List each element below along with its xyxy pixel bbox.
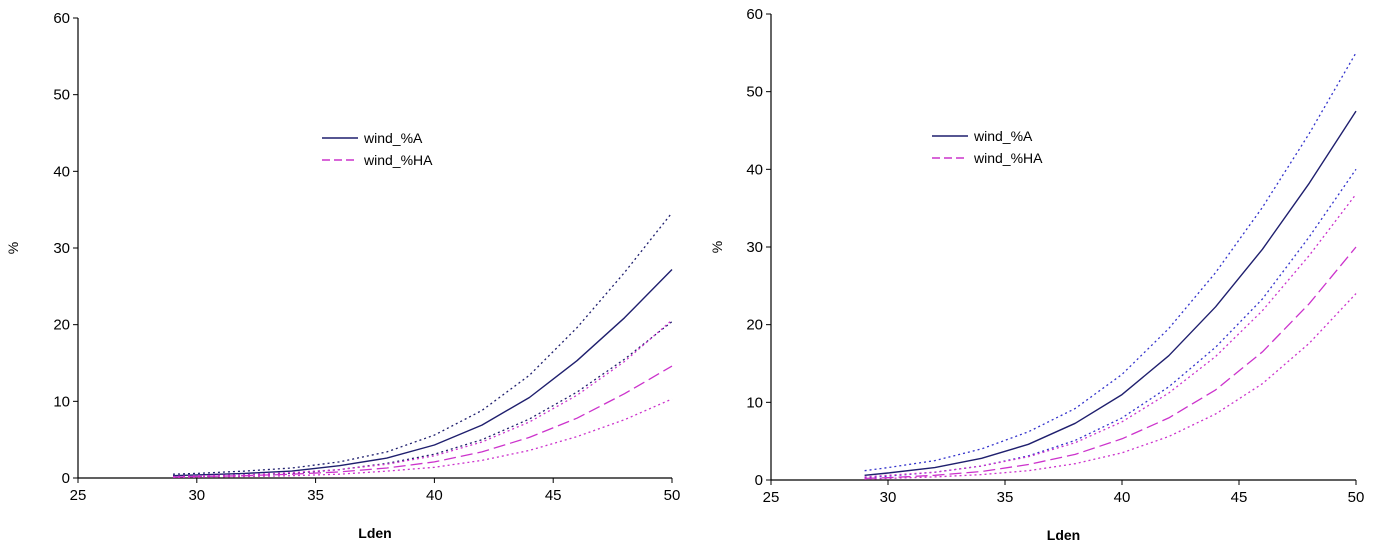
y-axis-title: % bbox=[5, 242, 21, 254]
y-tick-label: 40 bbox=[746, 161, 763, 178]
y-tick-label: 30 bbox=[746, 239, 763, 256]
series-line-dotted-bound bbox=[172, 319, 673, 478]
y-axis-title: % bbox=[709, 241, 725, 253]
x-tick-label: 45 bbox=[545, 487, 562, 504]
x-tick-label: 45 bbox=[1231, 489, 1248, 506]
series-line-dotted-bound bbox=[864, 293, 1357, 480]
legend-label: wind_%A bbox=[363, 130, 423, 146]
legend-label: wind_%A bbox=[973, 128, 1033, 144]
y-tick-label: 10 bbox=[746, 394, 763, 411]
y-tick-label: 10 bbox=[53, 393, 70, 410]
y-tick-label: 50 bbox=[746, 84, 763, 101]
y-tick-label: 60 bbox=[53, 10, 70, 27]
series-line-dotted-bound bbox=[173, 398, 673, 478]
series-line-dotted-bound bbox=[864, 168, 1357, 479]
series-line-wind-a bbox=[864, 110, 1357, 476]
y-tick-label: 20 bbox=[746, 317, 763, 334]
y-tick-label: 40 bbox=[53, 163, 70, 180]
series-line-dotted-bound bbox=[172, 321, 673, 478]
x-tick-label: 30 bbox=[188, 487, 205, 504]
series-line-wind-ha bbox=[864, 246, 1357, 480]
x-tick-label: 40 bbox=[1114, 489, 1131, 506]
legend-label: wind_%HA bbox=[363, 152, 433, 168]
x-tick-label: 30 bbox=[880, 489, 897, 506]
y-tick-label: 50 bbox=[53, 87, 70, 104]
x-tick-label: 25 bbox=[763, 489, 780, 506]
series-line-dotted-bound bbox=[864, 52, 1357, 472]
legend-label: wind_%HA bbox=[973, 150, 1043, 166]
x-tick-label: 25 bbox=[70, 487, 87, 504]
x-tick-label: 50 bbox=[664, 487, 681, 504]
series-line-dotted-bound bbox=[172, 212, 673, 475]
series-line-wind-a bbox=[172, 269, 673, 477]
y-tick-label: 60 bbox=[746, 6, 763, 23]
series-line-wind-ha bbox=[172, 365, 673, 478]
x-tick-label: 35 bbox=[307, 487, 324, 504]
y-tick-label: 30 bbox=[53, 240, 70, 257]
y-tick-label: 0 bbox=[755, 472, 763, 489]
x-tick-label: 40 bbox=[426, 487, 443, 504]
x-axis-title: Lden bbox=[1047, 527, 1080, 543]
y-tick-label: 0 bbox=[62, 470, 70, 487]
series-line-dotted-bound bbox=[864, 193, 1357, 478]
x-tick-label: 35 bbox=[997, 489, 1014, 506]
y-tick-label: 20 bbox=[53, 317, 70, 334]
x-axis-title: Lden bbox=[358, 525, 391, 541]
x-tick-label: 50 bbox=[1348, 489, 1365, 506]
